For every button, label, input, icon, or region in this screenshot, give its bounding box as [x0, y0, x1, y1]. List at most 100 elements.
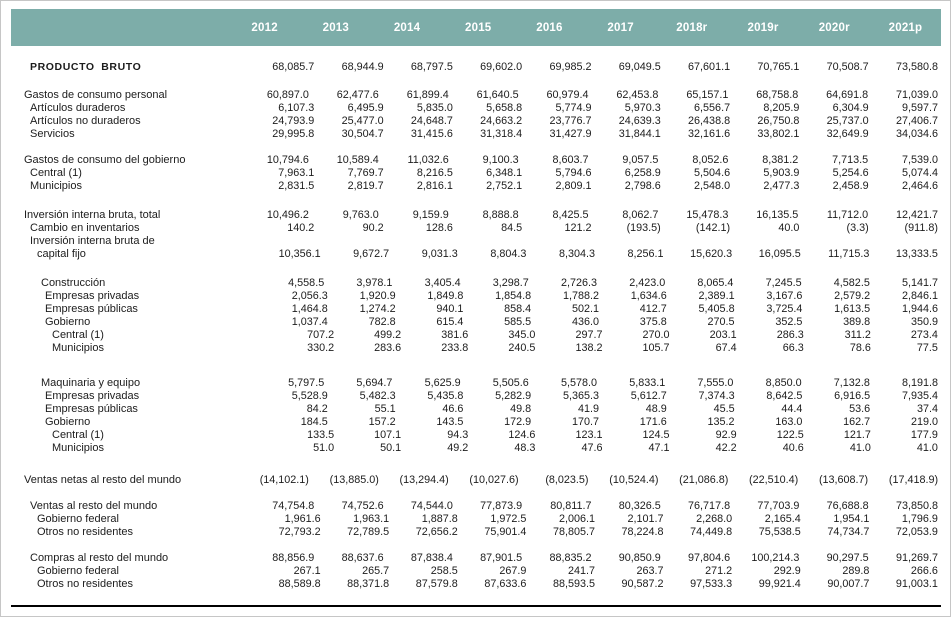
- value-cell: 97,804.6: [688, 551, 731, 564]
- value-cell: 286.3: [776, 328, 804, 341]
- table-row: Gobierno federal 267.1 265.7 258.5 267.9 241.…: [11, 564, 941, 577]
- value-cell: 1,854.8: [495, 289, 532, 302]
- table-row: Servicios 29,995.8 30,504.7 31,415.6 31,318.…: [11, 127, 941, 140]
- value-cell: 77,703.9: [757, 499, 800, 512]
- row-label: Gobierno: [45, 415, 91, 428]
- value-cell: 68,944.9: [341, 60, 384, 73]
- value-cell: (13,885.0): [329, 473, 379, 486]
- value-cell: 2,809.1: [555, 179, 592, 192]
- value-cell: 1,849.8: [427, 289, 464, 302]
- row-label: Ventas al resto del mundo: [30, 499, 158, 512]
- bottom-rule: [11, 605, 941, 607]
- row-label: Construcción: [41, 276, 106, 289]
- column-header-2012: 2012: [251, 21, 278, 34]
- row-label: Empresas privadas: [45, 289, 140, 302]
- value-cell: 389.8: [843, 315, 871, 328]
- row-label: Municipios: [30, 179, 82, 192]
- value-cell: 1,037.4: [291, 315, 328, 328]
- value-cell: 88,856.9: [272, 551, 315, 564]
- row-label: Central (1): [52, 328, 104, 341]
- value-cell: 2,819.7: [347, 179, 384, 192]
- value-cell: 5,141.7: [902, 276, 939, 289]
- table-row: Gobierno federal 1,961.6 1,963.1 1,887.8 1,9…: [11, 512, 941, 525]
- value-cell: 2,389.1: [698, 289, 735, 302]
- value-cell: (22,510.4): [749, 473, 799, 486]
- value-cell: 16,135.5: [756, 208, 799, 221]
- spacer-row: [11, 486, 941, 499]
- table-row: Central (1) 707.2 499.2 381.6 345.0 297.7 270.…: [11, 328, 941, 341]
- row-label: Otros no residentes: [37, 577, 133, 590]
- value-cell: 29,995.8: [272, 127, 315, 140]
- row-label: Otros no residentes: [37, 525, 133, 538]
- table-row: PRODUCTO BRUTO 68,085.7 68,944.9 68,797.5 69…: [11, 60, 941, 73]
- column-header-2018r: 2018r: [676, 21, 708, 34]
- value-cell: 171.6: [639, 415, 667, 428]
- value-cell: 5,074.4: [901, 166, 938, 179]
- value-cell: 9,031.3: [421, 247, 458, 260]
- value-cell: 121.7: [843, 428, 871, 441]
- value-cell: 170.7: [571, 415, 599, 428]
- value-cell: 1,954.1: [833, 512, 870, 525]
- value-cell: 381.6: [441, 328, 469, 341]
- value-cell: 8,256.1: [627, 247, 664, 260]
- table-row: Inversión interna bruta, total 10,496.2 9,…: [11, 208, 941, 221]
- table-body: PRODUCTO BRUTO 68,085.7 68,944.9 68,797.5 69…: [11, 60, 941, 590]
- table-row: Empresas privadas 5,528.9 5,482.3 5,435.8 5,…: [11, 389, 941, 402]
- value-cell: 88,589.8: [278, 577, 321, 590]
- value-cell: 133.5: [307, 428, 335, 441]
- row-label: Servicios: [30, 127, 75, 140]
- value-cell: 7,374.3: [698, 389, 735, 402]
- row-label: Empresas públicas: [45, 302, 138, 315]
- value-cell: 31,844.1: [618, 127, 661, 140]
- value-cell: 87,901.5: [480, 551, 523, 564]
- spacer-row: [11, 260, 941, 276]
- value-cell: 10,794.6: [266, 153, 309, 166]
- value-cell: 5,505.6: [492, 376, 529, 389]
- value-cell: 80,811.7: [550, 499, 592, 512]
- spacer-row: [11, 140, 941, 153]
- value-cell: 68,085.7: [272, 60, 315, 73]
- value-cell: 75,901.4: [484, 525, 527, 538]
- value-cell: 124.6: [508, 428, 536, 441]
- value-cell: 2,579.2: [834, 289, 871, 302]
- spacer-row: [11, 538, 941, 551]
- table-row: Central (1) 7,963.1 7,769.7 8,216.5 6,348.1 5…: [11, 166, 941, 179]
- value-cell: 8,304.3: [558, 247, 595, 260]
- value-cell: 32,161.6: [688, 127, 731, 140]
- table-row: Otros no residentes 88,589.8 88,371.8 87,57…: [11, 577, 941, 590]
- value-cell: 350.9: [910, 315, 938, 328]
- value-cell: 2,268.0: [696, 512, 733, 525]
- value-cell: 292.9: [773, 564, 801, 577]
- value-cell: 5,254.6: [832, 166, 869, 179]
- value-cell: 122.5: [776, 428, 804, 441]
- value-cell: 3,725.4: [766, 302, 803, 315]
- row-label: Central (1): [30, 166, 82, 179]
- value-cell: 297.7: [575, 328, 603, 341]
- value-cell: 5,970.3: [624, 101, 661, 114]
- value-cell: 51.0: [313, 441, 335, 454]
- value-cell: 273.4: [910, 328, 938, 341]
- value-cell: 27,406.7: [895, 114, 938, 127]
- value-cell: 177.9: [910, 428, 938, 441]
- value-cell: 90,297.5: [826, 551, 869, 564]
- column-header-2021p: 2021p: [888, 21, 923, 34]
- value-cell: (142.1): [695, 221, 731, 234]
- spacer-row: [11, 73, 941, 88]
- value-cell: 9,100.3: [482, 153, 519, 166]
- value-cell: 7,963.1: [278, 166, 315, 179]
- value-cell: 87,838.4: [410, 551, 453, 564]
- table-row: Otros no residentes 72,793.2 72,789.5 72,65…: [11, 525, 941, 538]
- table-row: Ventas netas al resto del mundo (14,102.1…: [11, 473, 941, 486]
- value-cell: 7,539.0: [902, 153, 939, 166]
- value-cell: 135.2: [707, 415, 735, 428]
- row-label: Cambio en inventarios: [30, 221, 140, 234]
- value-cell: 2,101.7: [627, 512, 664, 525]
- column-header-2014: 2014: [393, 21, 421, 34]
- value-cell: 1,961.6: [284, 512, 321, 525]
- value-cell: 1,634.6: [630, 289, 667, 302]
- row-label: Gastos de consumo del gobierno: [24, 153, 186, 166]
- spacer-row: [11, 454, 941, 473]
- value-cell: 91,003.1: [895, 577, 938, 590]
- value-cell: 436.0: [571, 315, 599, 328]
- value-cell: 258.5: [430, 564, 458, 577]
